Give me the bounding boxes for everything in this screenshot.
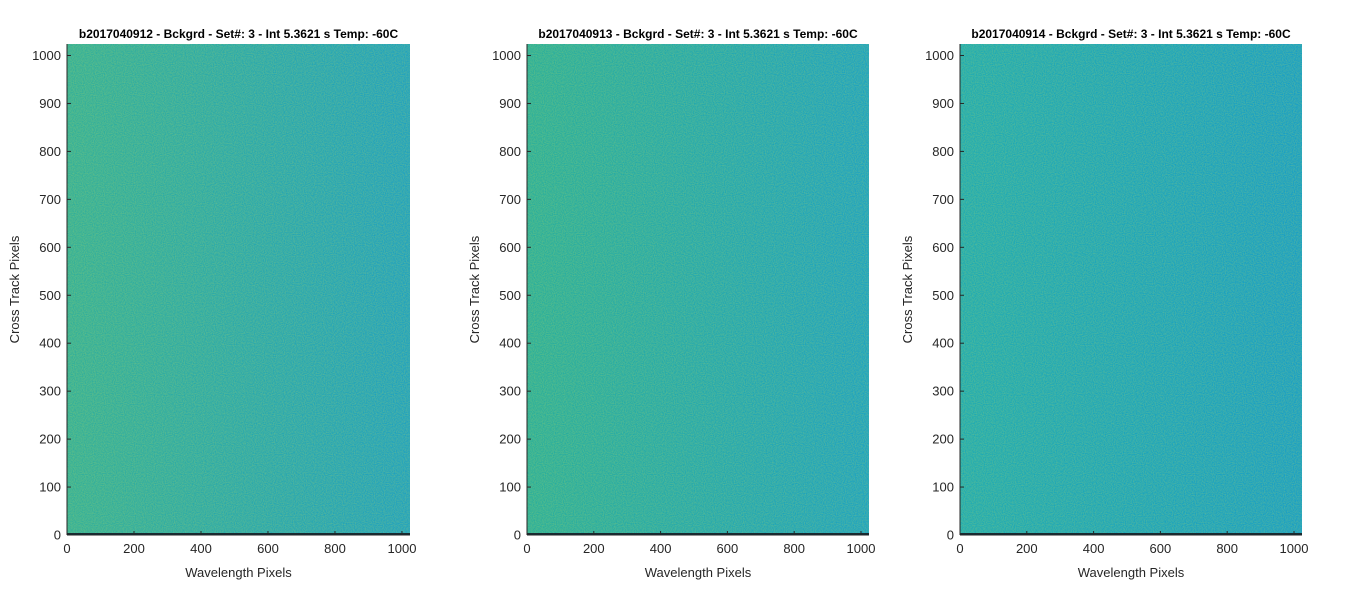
y-axis-label: Cross Track Pixels [900, 235, 915, 343]
heatmap-panel-1: 0 200 400 600 800 1000 0 100 200 300 400 500 600 700 8… [7, 27, 416, 580]
y-tick-label: 800 [499, 144, 521, 159]
x-tick-label: 1000 [388, 541, 417, 556]
y-tick-label: 900 [39, 96, 61, 111]
y-tick-label: 200 [932, 432, 954, 447]
chart-title: b2017040913 - Bckgrd - Set#: 3 - Int 5.3… [538, 27, 858, 41]
x-tick-label: 1000 [847, 541, 876, 556]
heatmap-noise [527, 44, 869, 535]
y-tick-label: 900 [932, 96, 954, 111]
y-tick-label: 1000 [925, 48, 954, 63]
x-tick-label: 800 [783, 541, 805, 556]
x-axis-label: Wavelength Pixels [1078, 565, 1185, 580]
y-tick-label: 500 [39, 288, 61, 303]
y-tick-label: 700 [932, 192, 954, 207]
y-axis-label: Cross Track Pixels [7, 235, 22, 343]
y-tick-label: 600 [39, 240, 61, 255]
chart-title: b2017040914 - Bckgrd - Set#: 3 - Int 5.3… [971, 27, 1291, 41]
y-axis-label: Cross Track Pixels [467, 235, 482, 343]
y-tick-label: 600 [499, 240, 521, 255]
y-tick-label: 100 [499, 480, 521, 495]
x-tick-label: 800 [324, 541, 346, 556]
y-tick-label: 0 [54, 528, 61, 543]
heatmap-noise [960, 44, 1302, 535]
y-tick-label: 800 [39, 144, 61, 159]
y-tick-label: 300 [932, 384, 954, 399]
y-tick-label: 500 [499, 288, 521, 303]
x-tick-label: 400 [1083, 541, 1105, 556]
y-tick-label: 1000 [32, 48, 61, 63]
x-tick-label: 0 [523, 541, 530, 556]
y-tick-label: 700 [39, 192, 61, 207]
y-tick-label: 700 [499, 192, 521, 207]
x-tick-label: 200 [1016, 541, 1038, 556]
y-tick-label: 0 [947, 528, 954, 543]
y-tick-label: 200 [499, 432, 521, 447]
x-axis-label: Wavelength Pixels [645, 565, 752, 580]
x-tick-label: 1000 [1280, 541, 1309, 556]
x-tick-label: 600 [717, 541, 739, 556]
y-tick-label: 600 [932, 240, 954, 255]
y-tick-label: 800 [932, 144, 954, 159]
x-tick-label: 600 [1150, 541, 1172, 556]
x-tick-label: 400 [190, 541, 212, 556]
y-tick-label: 400 [499, 336, 521, 351]
x-tick-label: 600 [257, 541, 279, 556]
chart-title: b2017040912 - Bckgrd - Set#: 3 - Int 5.3… [79, 27, 399, 41]
y-tick-label: 300 [499, 384, 521, 399]
y-tick-label: 100 [39, 480, 61, 495]
y-tick-label: 400 [39, 336, 61, 351]
y-tick-label: 200 [39, 432, 61, 447]
x-tick-label: 0 [956, 541, 963, 556]
y-tick-label: 1000 [492, 48, 521, 63]
x-tick-label: 200 [583, 541, 605, 556]
x-axis-label: Wavelength Pixels [185, 565, 292, 580]
heatmap-panel-3: 0 200 400 600 800 1000 0 100 200 300 400 500 600 700 8… [900, 27, 1308, 580]
y-tick-label: 500 [932, 288, 954, 303]
y-tick-label: 0 [514, 528, 521, 543]
x-tick-label: 400 [650, 541, 672, 556]
heatmap-panel-2: 0 200 400 600 800 1000 0 100 200 300 400 500 600 700 8… [467, 27, 875, 580]
y-tick-label: 900 [499, 96, 521, 111]
x-tick-label: 200 [123, 541, 145, 556]
y-tick-label: 100 [932, 480, 954, 495]
y-tick-label: 400 [932, 336, 954, 351]
heatmap-noise [67, 44, 410, 535]
y-tick-label: 300 [39, 384, 61, 399]
x-tick-label: 0 [63, 541, 70, 556]
x-tick-label: 800 [1216, 541, 1238, 556]
